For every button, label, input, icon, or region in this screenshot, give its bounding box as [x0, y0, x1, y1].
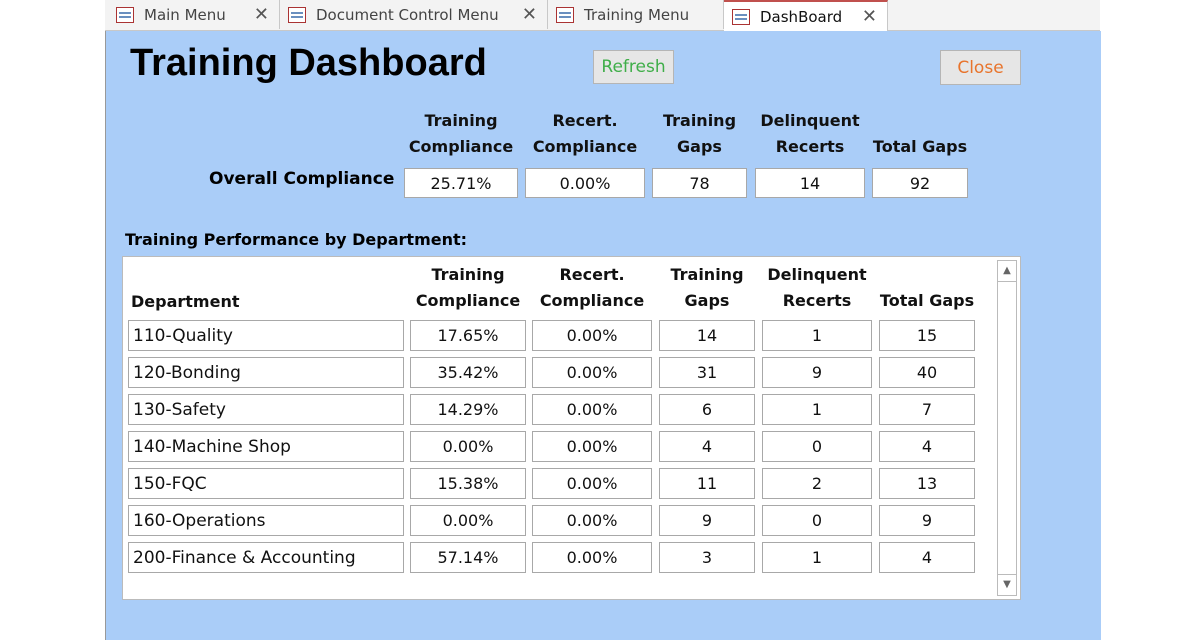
- tab-label: Main Menu: [144, 5, 226, 24]
- department-value-field[interactable]: 0.00%: [532, 505, 652, 536]
- overall-compliance-label: Overall Compliance: [209, 169, 395, 189]
- department-name-field[interactable]: 120-Bonding: [128, 357, 404, 388]
- tab-training-menu[interactable]: Training Menu: [548, 0, 724, 29]
- overall-column-header: Training: [662, 111, 737, 130]
- department-value-field[interactable]: 31: [659, 357, 755, 388]
- close-tab-icon[interactable]: ✕: [253, 4, 269, 25]
- department-column-header: Gaps: [684, 291, 730, 310]
- overall-column-header: Recert.: [552, 111, 618, 130]
- department-value-field[interactable]: 1: [762, 320, 872, 351]
- tab-label: DashBoard: [760, 7, 843, 26]
- tab-main-menu[interactable]: Main Menu ✕: [108, 0, 280, 29]
- department-column-header: Recerts: [782, 291, 852, 310]
- department-value-field[interactable]: 1: [762, 542, 872, 573]
- overall-column-header: Total Gaps: [872, 137, 968, 156]
- tab-label: Training Menu: [584, 5, 690, 24]
- department-column-header: Training: [670, 265, 744, 284]
- overall-column-header: Recerts: [775, 137, 845, 156]
- overall-value-field[interactable]: 92: [872, 168, 968, 198]
- department-name-field[interactable]: 110-Quality: [128, 320, 404, 351]
- department-value-field[interactable]: 0.00%: [532, 468, 652, 499]
- department-name-field[interactable]: 200-Finance & Accounting: [128, 542, 404, 573]
- department-value-field[interactable]: 0.00%: [532, 394, 652, 425]
- department-value-field[interactable]: 0.00%: [532, 357, 652, 388]
- scroll-up-icon[interactable]: ▲: [998, 261, 1016, 282]
- department-value-field[interactable]: 0.00%: [410, 505, 526, 536]
- department-value-field[interactable]: 40: [879, 357, 975, 388]
- department-value-field[interactable]: 4: [879, 431, 975, 462]
- department-column-header: Compliance: [539, 291, 645, 310]
- section-label: Training Performance by Department:: [125, 230, 468, 249]
- department-value-field[interactable]: 4: [879, 542, 975, 573]
- department-value-field[interactable]: 35.42%: [410, 357, 526, 388]
- department-value-field[interactable]: 0: [762, 431, 872, 462]
- overall-column-header: Compliance: [408, 137, 514, 156]
- overall-value-field[interactable]: 78: [652, 168, 747, 198]
- department-value-field[interactable]: 15: [879, 320, 975, 351]
- department-value-field[interactable]: 14: [659, 320, 755, 351]
- department-value-field[interactable]: 0: [762, 505, 872, 536]
- department-column-header: Compliance: [415, 291, 521, 310]
- close-tab-icon[interactable]: ✕: [521, 4, 537, 25]
- department-value-field[interactable]: 9: [879, 505, 975, 536]
- close-tab-icon[interactable]: ✕: [861, 6, 877, 27]
- department-value-field[interactable]: 1: [762, 394, 872, 425]
- close-button[interactable]: Close: [940, 50, 1021, 85]
- department-column-header: Total Gaps: [879, 291, 975, 310]
- department-value-field[interactable]: 3: [659, 542, 755, 573]
- refresh-button[interactable]: Refresh: [593, 50, 674, 84]
- tab-dashboard[interactable]: DashBoard ✕: [724, 0, 888, 31]
- department-value-field[interactable]: 2: [762, 468, 872, 499]
- department-value-field[interactable]: 6: [659, 394, 755, 425]
- form-icon: [556, 6, 574, 23]
- tab-label: Document Control Menu: [316, 5, 499, 24]
- scrollbar[interactable]: ▲ ▼: [997, 260, 1017, 596]
- form-icon: [732, 8, 750, 25]
- department-name-field[interactable]: 150-FQC: [128, 468, 404, 499]
- department-value-field[interactable]: 13: [879, 468, 975, 499]
- overall-value-field[interactable]: 25.71%: [404, 168, 518, 198]
- form-icon: [288, 6, 306, 23]
- tab-bar: [105, 0, 1100, 31]
- department-value-field[interactable]: 14.29%: [410, 394, 526, 425]
- tab-document-control-menu[interactable]: Document Control Menu ✕: [280, 0, 548, 29]
- department-value-field[interactable]: 0.00%: [532, 320, 652, 351]
- overall-column-header: Training: [424, 111, 498, 130]
- department-value-field[interactable]: 15.38%: [410, 468, 526, 499]
- department-value-field[interactable]: 0.00%: [532, 431, 652, 462]
- overall-value-field[interactable]: 0.00%: [525, 168, 645, 198]
- department-column-header: Delinquent: [767, 265, 867, 284]
- department-value-field[interactable]: 0.00%: [532, 542, 652, 573]
- overall-column-header: Delinquent: [760, 111, 860, 130]
- department-value-field[interactable]: 9: [762, 357, 872, 388]
- overall-column-header: Compliance: [532, 137, 638, 156]
- overall-column-header: Gaps: [677, 137, 722, 156]
- department-column-header: Recert.: [559, 265, 625, 284]
- department-value-field[interactable]: 9: [659, 505, 755, 536]
- department-value-field[interactable]: 4: [659, 431, 755, 462]
- page-title: Training Dashboard: [130, 42, 487, 84]
- department-value-field[interactable]: 57.14%: [410, 542, 526, 573]
- form-icon: [116, 6, 134, 23]
- department-header: Department: [131, 292, 240, 311]
- scroll-down-icon[interactable]: ▼: [998, 574, 1016, 595]
- department-name-field[interactable]: 160-Operations: [128, 505, 404, 536]
- department-value-field[interactable]: 7: [879, 394, 975, 425]
- department-column-header: Training: [431, 265, 505, 284]
- department-value-field[interactable]: 17.65%: [410, 320, 526, 351]
- overall-value-field[interactable]: 14: [755, 168, 865, 198]
- department-name-field[interactable]: 130-Safety: [128, 394, 404, 425]
- department-name-field[interactable]: 140-Machine Shop: [128, 431, 404, 462]
- department-value-field[interactable]: 0.00%: [410, 431, 526, 462]
- department-value-field[interactable]: 11: [659, 468, 755, 499]
